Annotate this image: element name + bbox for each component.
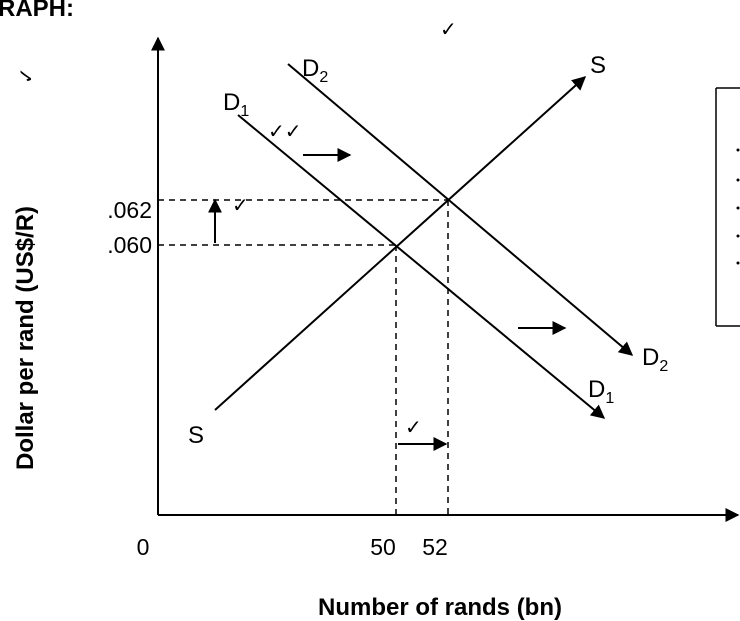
supply-label-top: S (590, 52, 606, 79)
header-fragment: RAPH: (0, 0, 74, 22)
demand-label-d1-bottom: D1 (588, 376, 614, 407)
y-tick-060: .060 (107, 232, 152, 258)
check-mark-y-title: ✓ (14, 67, 38, 84)
y-axis-title: Dollar per rand (US$/R) (12, 206, 39, 470)
demand-label-d1-top: D1 (223, 89, 249, 120)
origin-label: 0 (137, 534, 150, 560)
demand-label-d2-bottom: D2 (642, 344, 668, 375)
demand-label-d2-top: D2 (302, 55, 328, 86)
supply-label-bottom: S (188, 422, 204, 449)
check-mark-top: ✓ (440, 17, 457, 41)
check-mark-double: ✓✓ (268, 119, 302, 143)
check-mark-price: ✓ (232, 193, 249, 217)
check-mark-quantity: ✓ (405, 415, 422, 439)
x-tick-50: 50 (370, 534, 396, 560)
supply-curve (214, 76, 587, 411)
equilibrium-guides (158, 199, 449, 515)
x-tick-52: 52 (422, 534, 448, 560)
demand-curve-d1 (237, 114, 606, 419)
legend-box (715, 87, 740, 327)
y-tick-062: .062 (107, 197, 152, 223)
x-axis-title: Number of rands (bn) (318, 594, 562, 621)
demand-curve-d2 (287, 63, 634, 356)
